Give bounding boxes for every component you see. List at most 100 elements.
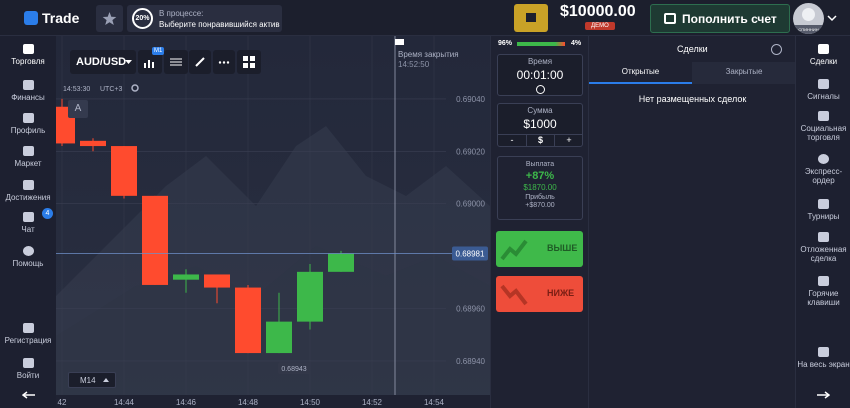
nav-label: Войти bbox=[16, 371, 40, 380]
chart-timezone: UTC+3 bbox=[100, 86, 122, 93]
tab-closed[interactable]: Закрытые bbox=[692, 62, 796, 84]
low-marker-badge bbox=[278, 362, 310, 375]
nav-tournaments[interactable]: Турниры bbox=[796, 199, 850, 221]
avatar-head bbox=[802, 8, 815, 21]
timeframe-button[interactable]: M1 bbox=[138, 47, 165, 74]
nav-deals[interactable]: Сделки bbox=[796, 44, 850, 66]
icon bbox=[818, 347, 829, 357]
chart-timeframe[interactable]: M14 bbox=[68, 372, 116, 388]
nav-chat[interactable]: Чат bbox=[0, 212, 56, 234]
minus-button[interactable]: - bbox=[498, 134, 526, 147]
down-icon bbox=[500, 284, 528, 306]
nav-label: Экспресс-ордер bbox=[804, 167, 843, 185]
account-badge: ДЕМО bbox=[585, 22, 615, 30]
candle-body bbox=[111, 146, 137, 196]
current-price-badge bbox=[452, 246, 488, 261]
nav-finance[interactable]: Финансы bbox=[0, 80, 56, 102]
progress-title: В процессе: bbox=[159, 9, 204, 18]
x-tick-label: 14:52 bbox=[362, 398, 383, 407]
chart-time: 14:53:30 bbox=[63, 86, 90, 93]
nav-label: Турниры bbox=[807, 212, 840, 221]
amount-box[interactable]: Сумма $1000 - $ + bbox=[497, 103, 583, 147]
globe-icon[interactable] bbox=[771, 44, 782, 55]
payout-amount: $1870.00 bbox=[523, 183, 557, 192]
chart: 0.69040 0.69020 0.69000 0.68960 0.68940 42 14:… bbox=[56, 36, 490, 408]
star-icon bbox=[102, 12, 117, 25]
icon bbox=[22, 323, 34, 333]
deals-panel: Сделки Открытые Закрытые Нет размещенных… bbox=[588, 36, 796, 408]
chat-badge: 4 bbox=[42, 208, 53, 219]
amount-value: $1000 bbox=[523, 117, 557, 131]
nav-express[interactable]: Экспресс-ордер bbox=[796, 154, 850, 185]
trade-panel: 96% 4% Время 00:01:00 Сумма $1000 - $ + … bbox=[490, 36, 588, 408]
icon bbox=[22, 113, 34, 123]
close-time-label: Время закрытия bbox=[398, 50, 459, 59]
candle-body bbox=[328, 253, 354, 272]
x-tick-label: 14:54 bbox=[424, 398, 445, 407]
dropdown-icon bbox=[125, 60, 132, 64]
candle-body bbox=[80, 140, 106, 147]
sentiment-up: 96% bbox=[498, 40, 513, 47]
expand-arrow[interactable] bbox=[816, 391, 830, 399]
tab-open[interactable]: Открытые bbox=[589, 62, 692, 84]
sentiment-down: 4% bbox=[571, 40, 582, 47]
plus-button[interactable]: + bbox=[555, 134, 583, 147]
icon bbox=[22, 80, 34, 90]
font-button[interactable]: A bbox=[68, 100, 88, 118]
up-icon bbox=[500, 239, 528, 261]
icon bbox=[818, 44, 829, 54]
collapse-arrow[interactable] bbox=[22, 391, 36, 399]
avatar[interactable]: СПИННИН bbox=[793, 3, 824, 34]
gift-button[interactable] bbox=[514, 4, 548, 32]
payout-box: Выплата +87% $1870.00 Прибыль +$870.00 bbox=[497, 156, 583, 220]
icon bbox=[22, 212, 34, 222]
balance[interactable]: $10000.00 bbox=[560, 3, 636, 20]
currency-button[interactable]: $ bbox=[526, 134, 555, 147]
avatar-dropdown[interactable] bbox=[827, 15, 837, 22]
dots-icon bbox=[218, 61, 230, 64]
nav-fullscreen[interactable]: На весь экран bbox=[796, 347, 850, 369]
draw-button[interactable] bbox=[189, 50, 211, 74]
gift-icon bbox=[526, 13, 536, 22]
up-button[interactable]: ВЫШЕ bbox=[496, 231, 583, 267]
more-button[interactable] bbox=[213, 50, 235, 74]
amount-label: Сумма bbox=[527, 106, 553, 115]
favorite-button[interactable] bbox=[96, 5, 123, 32]
nav-signals[interactable]: Сигналы bbox=[796, 79, 850, 101]
x-tick-label: 14:50 bbox=[300, 398, 321, 407]
time-box[interactable]: Время 00:01:00 bbox=[497, 54, 583, 96]
nav-pending[interactable]: Отложенная сделка bbox=[796, 232, 850, 263]
y-tick-label: 0.68940 bbox=[456, 357, 485, 366]
nav-achievements[interactable]: Достижения bbox=[0, 180, 56, 202]
nav-label: Маркет bbox=[14, 159, 42, 168]
icon bbox=[818, 276, 829, 286]
nav-help[interactable]: Помощь bbox=[0, 246, 56, 268]
progress-widget[interactable]: 20% В процессе: Выберите понравившийся а… bbox=[127, 5, 282, 32]
avatar-label: СПИННИН bbox=[793, 25, 824, 34]
sliders-icon bbox=[170, 58, 182, 66]
nav-register[interactable]: Регистрация bbox=[0, 323, 56, 345]
nav-login[interactable]: Войти bbox=[0, 358, 56, 380]
nav-social[interactable]: Социальная торговля bbox=[796, 111, 850, 142]
nav-market[interactable]: Маркет bbox=[0, 146, 56, 168]
x-tick-label: 14:48 bbox=[238, 398, 259, 407]
nav-hotkeys[interactable]: Горячие клавиши bbox=[796, 276, 850, 307]
x-tick-label: 14:46 bbox=[176, 398, 197, 407]
deposit-button[interactable]: Пополнить счет bbox=[650, 4, 790, 33]
y-tick-label: 0.69000 bbox=[456, 200, 485, 209]
layout-button[interactable] bbox=[237, 50, 261, 74]
candle-body bbox=[173, 274, 199, 280]
nav-profile[interactable]: Профиль bbox=[0, 113, 56, 135]
nav-trading[interactable]: Торговля bbox=[0, 44, 56, 66]
icon bbox=[818, 111, 829, 121]
candle-body bbox=[235, 287, 261, 354]
up-label: ВЫШЕ bbox=[547, 243, 578, 253]
down-button[interactable]: НИЖЕ bbox=[496, 276, 583, 312]
asset-selector[interactable]: AUD/USD bbox=[70, 50, 136, 74]
icon bbox=[22, 180, 34, 190]
settings-button[interactable] bbox=[164, 50, 188, 74]
x-tick-label: 14:44 bbox=[114, 398, 135, 407]
icon bbox=[22, 146, 34, 156]
